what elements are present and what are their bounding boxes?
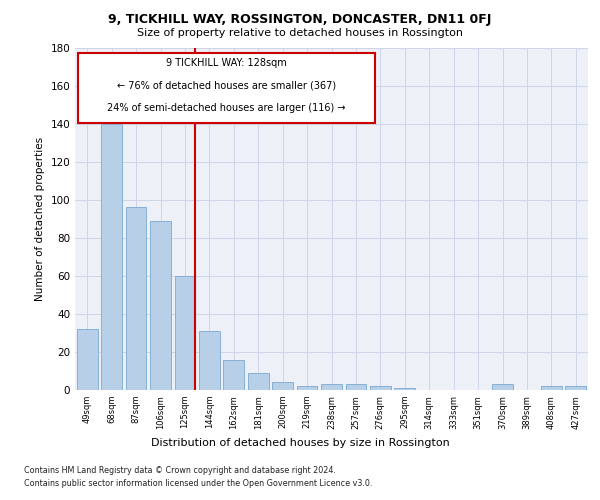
Bar bbox=[199, 331, 220, 390]
Text: Distribution of detached houses by size in Rossington: Distribution of detached houses by size … bbox=[151, 438, 449, 448]
Bar bbox=[346, 384, 367, 390]
Bar bbox=[175, 276, 196, 390]
Text: 9, TICKHILL WAY, ROSSINGTON, DONCASTER, DN11 0FJ: 9, TICKHILL WAY, ROSSINGTON, DONCASTER, … bbox=[109, 12, 491, 26]
Bar bbox=[272, 382, 293, 390]
Bar bbox=[321, 384, 342, 390]
Bar bbox=[492, 384, 513, 390]
Text: Contains public sector information licensed under the Open Government Licence v3: Contains public sector information licen… bbox=[24, 479, 373, 488]
Bar bbox=[394, 388, 415, 390]
Bar bbox=[223, 360, 244, 390]
Bar bbox=[370, 386, 391, 390]
Bar bbox=[77, 329, 98, 390]
Text: 24% of semi-detached houses are larger (116) →: 24% of semi-detached houses are larger (… bbox=[107, 103, 346, 113]
Bar bbox=[541, 386, 562, 390]
Bar bbox=[150, 220, 171, 390]
Text: Contains HM Land Registry data © Crown copyright and database right 2024.: Contains HM Land Registry data © Crown c… bbox=[24, 466, 336, 475]
Text: Size of property relative to detached houses in Rossington: Size of property relative to detached ho… bbox=[137, 28, 463, 38]
Y-axis label: Number of detached properties: Number of detached properties bbox=[35, 136, 45, 301]
FancyBboxPatch shape bbox=[77, 52, 375, 123]
Text: 9 TICKHILL WAY: 128sqm: 9 TICKHILL WAY: 128sqm bbox=[166, 58, 287, 68]
Bar bbox=[296, 386, 317, 390]
Bar bbox=[101, 124, 122, 390]
Bar bbox=[125, 208, 146, 390]
Bar bbox=[565, 386, 586, 390]
Text: ← 76% of detached houses are smaller (367): ← 76% of detached houses are smaller (36… bbox=[117, 80, 336, 90]
Bar bbox=[248, 373, 269, 390]
